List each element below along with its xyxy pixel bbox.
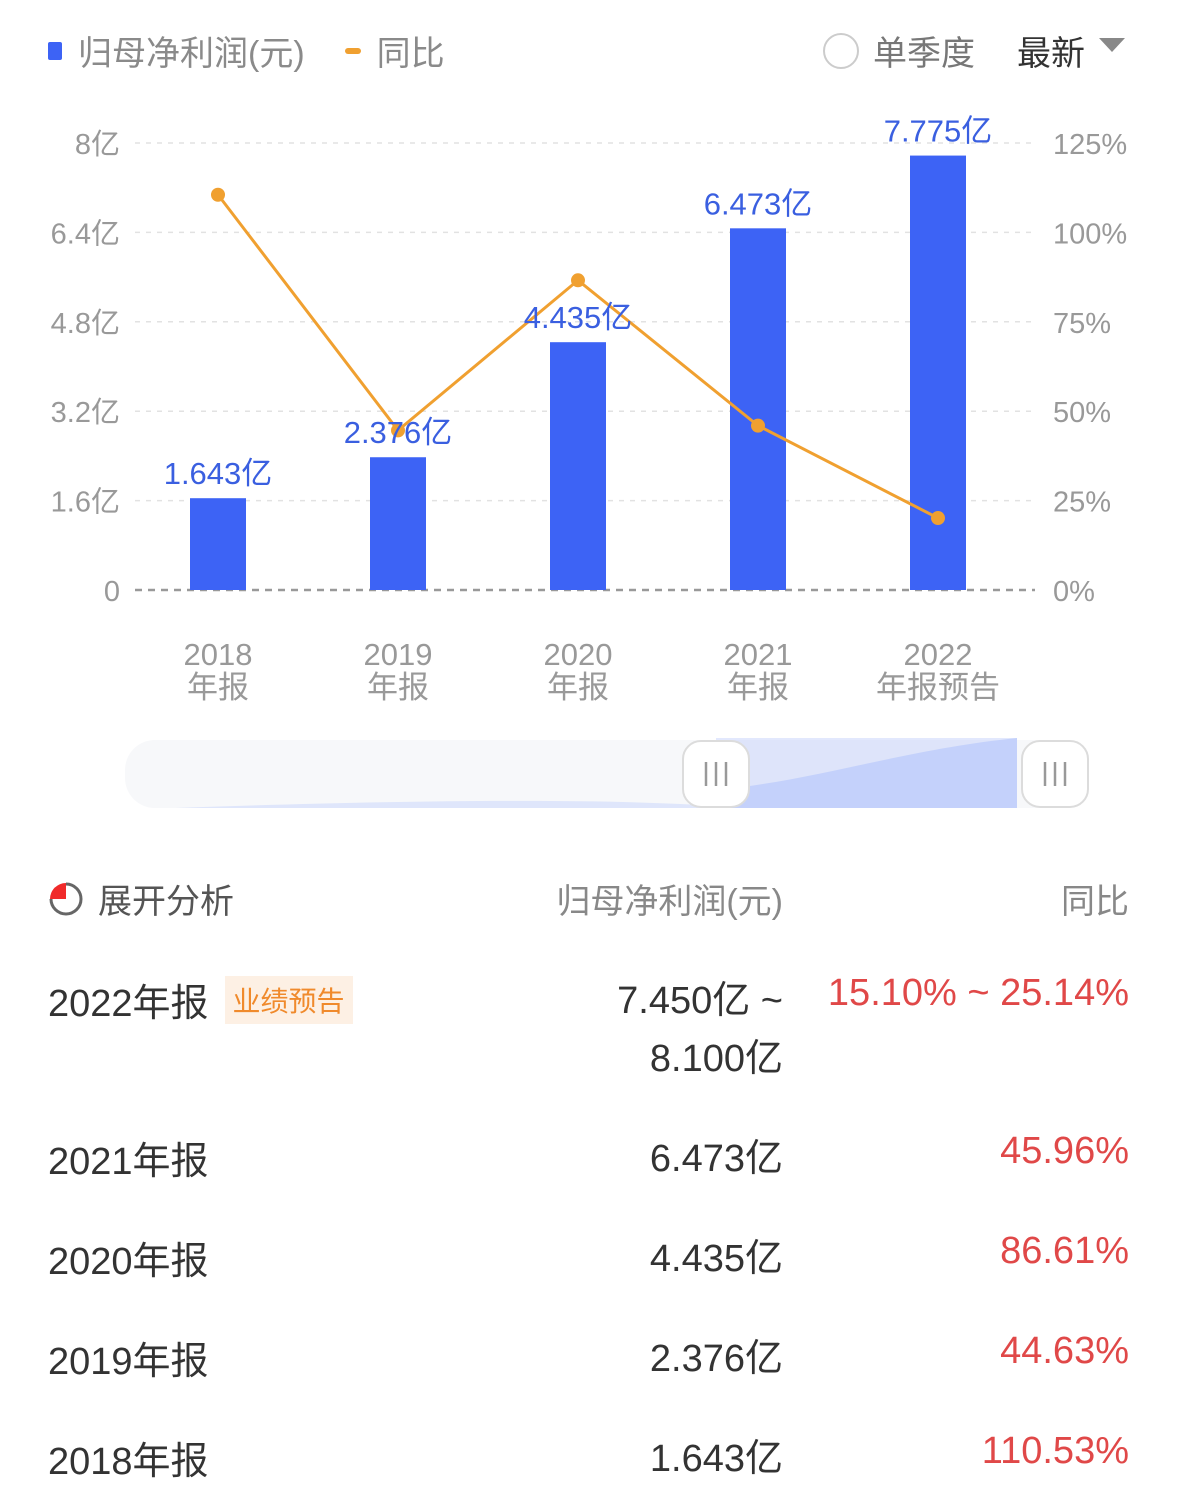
left-axis-tick: 1.6亿 — [51, 486, 120, 519]
value-text: 1.643亿 — [649, 1438, 783, 1480]
yoy-point — [931, 511, 945, 526]
value-text: 2.376亿 — [649, 1338, 783, 1380]
period-select[interactable]: 最新 — [1017, 35, 1085, 73]
value-text: 6.473亿 — [649, 1138, 783, 1180]
row-yoy: 44.63% — [1000, 1330, 1129, 1372]
dropdown-arrow-icon[interactable] — [1099, 37, 1125, 52]
slider-selection — [716, 738, 1017, 808]
legend-line-label[interactable]: 同比 — [376, 35, 445, 73]
bar-data-label: 4.435亿 — [524, 300, 633, 335]
forecast-badge: 业绩预告 — [224, 975, 353, 1024]
row-period: 2019年报 — [48, 1330, 209, 1385]
bar — [550, 342, 606, 590]
x-axis-tick-year: 2018 — [184, 637, 253, 672]
period-label: 2019年报 — [48, 1341, 209, 1383]
yoy-point — [751, 418, 765, 433]
right-axis-tick: 100% — [1053, 218, 1127, 250]
right-axis-tick: 50% — [1053, 397, 1111, 429]
slider-selected-area — [716, 738, 1017, 808]
quarter-label[interactable]: 单季度 — [873, 35, 975, 73]
period-label: 2021年报 — [48, 1141, 209, 1183]
x-axis-tick-type: 年报 — [187, 670, 249, 705]
bar-data-label: 1.643亿 — [164, 456, 273, 491]
left-axis-tick: 8亿 — [75, 128, 120, 161]
analysis-icon — [49, 882, 83, 915]
row-yoy: 15.10% ~ 25.14% — [827, 972, 1129, 1014]
yoy-point — [211, 187, 225, 202]
period-label: 2020年报 — [48, 1241, 209, 1283]
bar — [370, 457, 426, 590]
left-axis-tick: 4.8亿 — [51, 307, 120, 340]
x-axis-tick-type: 年报 — [547, 670, 609, 705]
quarter-radio[interactable] — [823, 32, 859, 69]
left-axis-tick: 6.4亿 — [51, 217, 120, 250]
value-text: 4.435亿 — [649, 1238, 783, 1280]
row-yoy: 45.96% — [1000, 1130, 1129, 1172]
right-axis-tick: 25% — [1053, 487, 1111, 519]
row-value: 4.435亿 — [650, 1230, 783, 1288]
x-axis-tick-year: 2022 — [904, 637, 973, 672]
chart-controls: 单季度 最新 — [823, 26, 1125, 75]
x-axis-tick-type: 年报 — [727, 670, 789, 705]
row-period: 2021年报 — [48, 1130, 209, 1185]
row-value: 1.643亿 — [650, 1430, 783, 1488]
left-axis-tick: 3.2亿 — [51, 396, 120, 429]
legend-line-swatch — [344, 47, 361, 54]
bar-data-label: 2.376亿 — [344, 415, 453, 450]
bar-data-label: 6.473亿 — [704, 186, 813, 221]
row-value: 7.450亿 ~ 8.100亿 — [617, 972, 783, 1088]
x-axis-tick-year: 2019 — [364, 637, 433, 672]
period-label: 2022年报 — [48, 983, 209, 1025]
value-text: 7.450亿 ~ — [617, 980, 783, 1022]
right-axis-tick: 125% — [1053, 129, 1127, 161]
value-text-upper: 8.100亿 — [649, 1038, 783, 1080]
x-axis-tick-type: 年报 — [367, 670, 429, 705]
expand-analysis-label: 展开分析 — [98, 883, 234, 921]
bar-data-label: 7.775亿 — [884, 114, 993, 149]
row-value: 2.376亿 — [650, 1330, 783, 1388]
legend-bar-label[interactable]: 归母净利润(元) — [78, 35, 305, 73]
right-axis-tick: 0% — [1053, 576, 1095, 608]
x-axis-tick-year: 2021 — [724, 637, 793, 672]
combo-chart: 0 1.6亿 3.2亿 4.8亿 6.4亿 8亿 0% 25% 50% 75% 100% 125% 20… — [51, 114, 1127, 808]
row-period: 2018年报 — [48, 1430, 209, 1485]
left-axis-tick: 0 — [104, 576, 120, 608]
legend-bar-swatch — [48, 41, 62, 60]
row-period: 2022年报 业绩预告 — [48, 972, 353, 1027]
chart-legend: 归母净利润(元) 同比 — [48, 26, 445, 75]
yoy-point — [571, 273, 585, 288]
row-period: 2020年报 — [48, 1230, 209, 1285]
expand-analysis-button[interactable]: 展开分析 — [48, 874, 234, 923]
row-value: 6.473亿 — [650, 1130, 783, 1188]
bar — [190, 498, 246, 590]
x-axis-tick-year: 2020 — [544, 637, 613, 672]
right-axis-tick: 75% — [1053, 308, 1111, 340]
period-label: 2018年报 — [48, 1441, 209, 1483]
column-header-value: 归母净利润(元) — [556, 883, 783, 921]
table-header: 展开分析 归母净利润(元) 同比 — [48, 874, 1129, 923]
row-yoy: 86.61% — [1000, 1230, 1129, 1272]
yoy-point — [391, 423, 405, 438]
row-yoy: 110.53% — [981, 1430, 1129, 1472]
x-axis-tick-type: 年报预告 — [876, 670, 1000, 705]
slider-preview-area — [175, 800, 716, 808]
column-header-yoy: 同比 — [1061, 883, 1129, 921]
